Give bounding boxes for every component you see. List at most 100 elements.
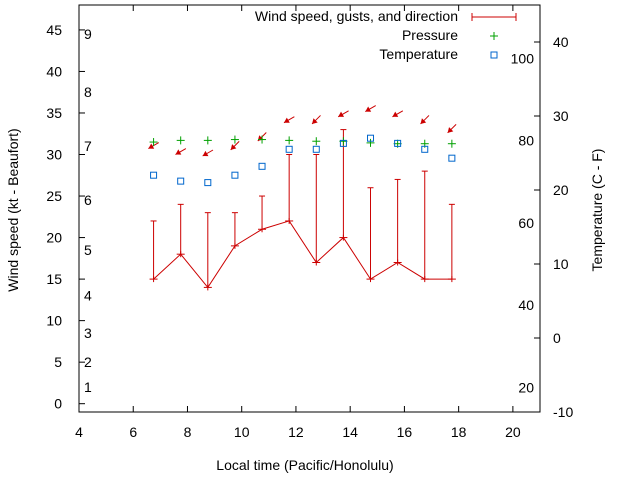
beaufort-label: 1: [84, 379, 92, 395]
temperature-point: [177, 177, 185, 185]
y-right-fahrenheit-label: 40: [518, 297, 534, 313]
temperature-point: [312, 145, 320, 153]
pressure-series: [149, 135, 456, 148]
plot-frame: [78, 4, 541, 413]
pressure-point: [366, 138, 375, 147]
wind-speed-point: [393, 259, 402, 266]
y-right-fahrenheit-label: 20: [518, 379, 534, 395]
pressure-point: [176, 136, 185, 145]
temperature-point: [204, 179, 212, 187]
wind-speed-point: [203, 284, 212, 291]
pressure-point: [230, 135, 239, 144]
wind-speed-point: [285, 217, 294, 224]
y-axis-right: -10 0 10 20 30 40 20 40 60 80 100: [511, 34, 574, 420]
temperature-series: [150, 134, 456, 187]
gust-bars: [150, 129, 455, 288]
wind-direction-arrow: [175, 148, 187, 155]
y-right-fahrenheit-label: 100: [511, 50, 535, 66]
temperature-point: [394, 139, 402, 147]
wind-direction-arrow: [392, 110, 404, 118]
wind-direction-arrow: [311, 115, 321, 125]
temperature-point: [150, 171, 158, 179]
wind-direction-arrow: [365, 105, 376, 113]
y-right-celsius-label: 0: [553, 330, 561, 346]
wind-speed-point: [312, 259, 321, 266]
y-right-celsius-label: 30: [553, 108, 569, 124]
legend-pressure-label: Pressure: [402, 27, 458, 43]
wind-speed-point: [420, 276, 429, 283]
x-axis: 4 6 8 10 12 14 16 18 20: [75, 5, 521, 440]
y-left-tick-label: 45: [46, 22, 62, 38]
y-right-celsius-label: 40: [553, 34, 569, 50]
wind-speed-polyline: [153, 220, 452, 289]
wind-speed-point: [447, 276, 456, 283]
x-tick-label: 8: [184, 424, 192, 440]
x-tick-label: 12: [288, 424, 304, 440]
y-left-tick-label: 20: [46, 230, 62, 246]
temperature-point: [339, 139, 347, 147]
temperature-point: [421, 145, 429, 153]
wind-speed-point: [339, 234, 348, 241]
y-left-tick-label: 10: [46, 313, 62, 329]
pressure-point: [285, 136, 294, 145]
pressure-point: [149, 138, 158, 147]
legend-pressure-marker: [490, 32, 498, 40]
y-right-celsius-label: 20: [553, 182, 569, 198]
temperature-point: [231, 171, 239, 179]
wind-direction-arrow: [230, 141, 240, 151]
beaufort-label: 9: [84, 26, 92, 42]
y-right-fahrenheit-label: 60: [518, 215, 534, 231]
wind-direction-arrow: [447, 123, 457, 134]
beaufort-label: 2: [84, 354, 92, 370]
x-tick-label: 10: [234, 424, 250, 440]
legend-temperature-label: Temperature: [379, 46, 458, 62]
beaufort-label: 4: [84, 288, 92, 304]
wind-direction-arrow: [283, 116, 295, 124]
beaufort-label: 6: [84, 192, 92, 208]
y-axis-left-label: Wind speed (kt - Beaufort): [5, 128, 21, 291]
pressure-point: [258, 135, 267, 144]
y-right-celsius-label: 10: [553, 256, 569, 272]
y-right-celsius-label: -10: [553, 404, 573, 420]
legend: Wind speed, gusts, and direction Pressur…: [255, 8, 517, 62]
y-left-tick-label: 35: [46, 105, 62, 121]
y-right-fahrenheit-label: 80: [518, 133, 534, 149]
temperature-point: [367, 134, 375, 142]
y-left-tick-label: 30: [46, 147, 62, 163]
legend-temperature-marker: [490, 51, 498, 59]
beaufort-label: 3: [84, 325, 92, 341]
y-left-tick-label: 40: [46, 63, 62, 79]
wind-direction-arrow: [420, 115, 430, 125]
wind-speed-point: [176, 251, 185, 258]
wind-speed-point: [149, 276, 158, 283]
beaufort-scale: 1 2 3 4 5 6 7 8 9: [84, 26, 92, 395]
x-tick-label: 16: [397, 424, 413, 440]
beaufort-label: 5: [84, 242, 92, 258]
y-left-tick-label: 5: [54, 354, 62, 370]
x-tick-label: 6: [129, 424, 137, 440]
x-tick-label: 4: [75, 424, 83, 440]
wind-speed-point: [366, 276, 375, 283]
wind-direction-arrow: [337, 110, 349, 118]
temperature-point: [448, 154, 456, 162]
wind-direction-arrows: [148, 105, 457, 157]
y-left-tick-label: 0: [54, 396, 62, 412]
x-tick-label: 20: [505, 424, 521, 440]
wind-speed-point: [258, 226, 267, 233]
legend-wind-label: Wind speed, gusts, and direction: [255, 8, 458, 24]
temperature-point: [285, 145, 293, 153]
y-axis-left: 0 5 10 15 20 25 30 35 40 45: [46, 22, 85, 412]
y-left-tick-label: 15: [46, 271, 62, 287]
pressure-point: [203, 136, 212, 145]
pressure-point: [312, 137, 321, 146]
y-axis-right-label: Temperature (C - F): [589, 149, 605, 272]
wind-speed-point: [230, 242, 239, 249]
x-tick-label: 18: [451, 424, 467, 440]
wind-speed-line: [149, 217, 456, 291]
wind-direction-arrow: [202, 149, 214, 157]
x-axis-label: Local time (Pacific/Honolulu): [216, 457, 393, 473]
beaufort-label: 7: [84, 138, 92, 154]
y-left-tick-label: 25: [46, 188, 62, 204]
x-tick-label: 14: [342, 424, 358, 440]
